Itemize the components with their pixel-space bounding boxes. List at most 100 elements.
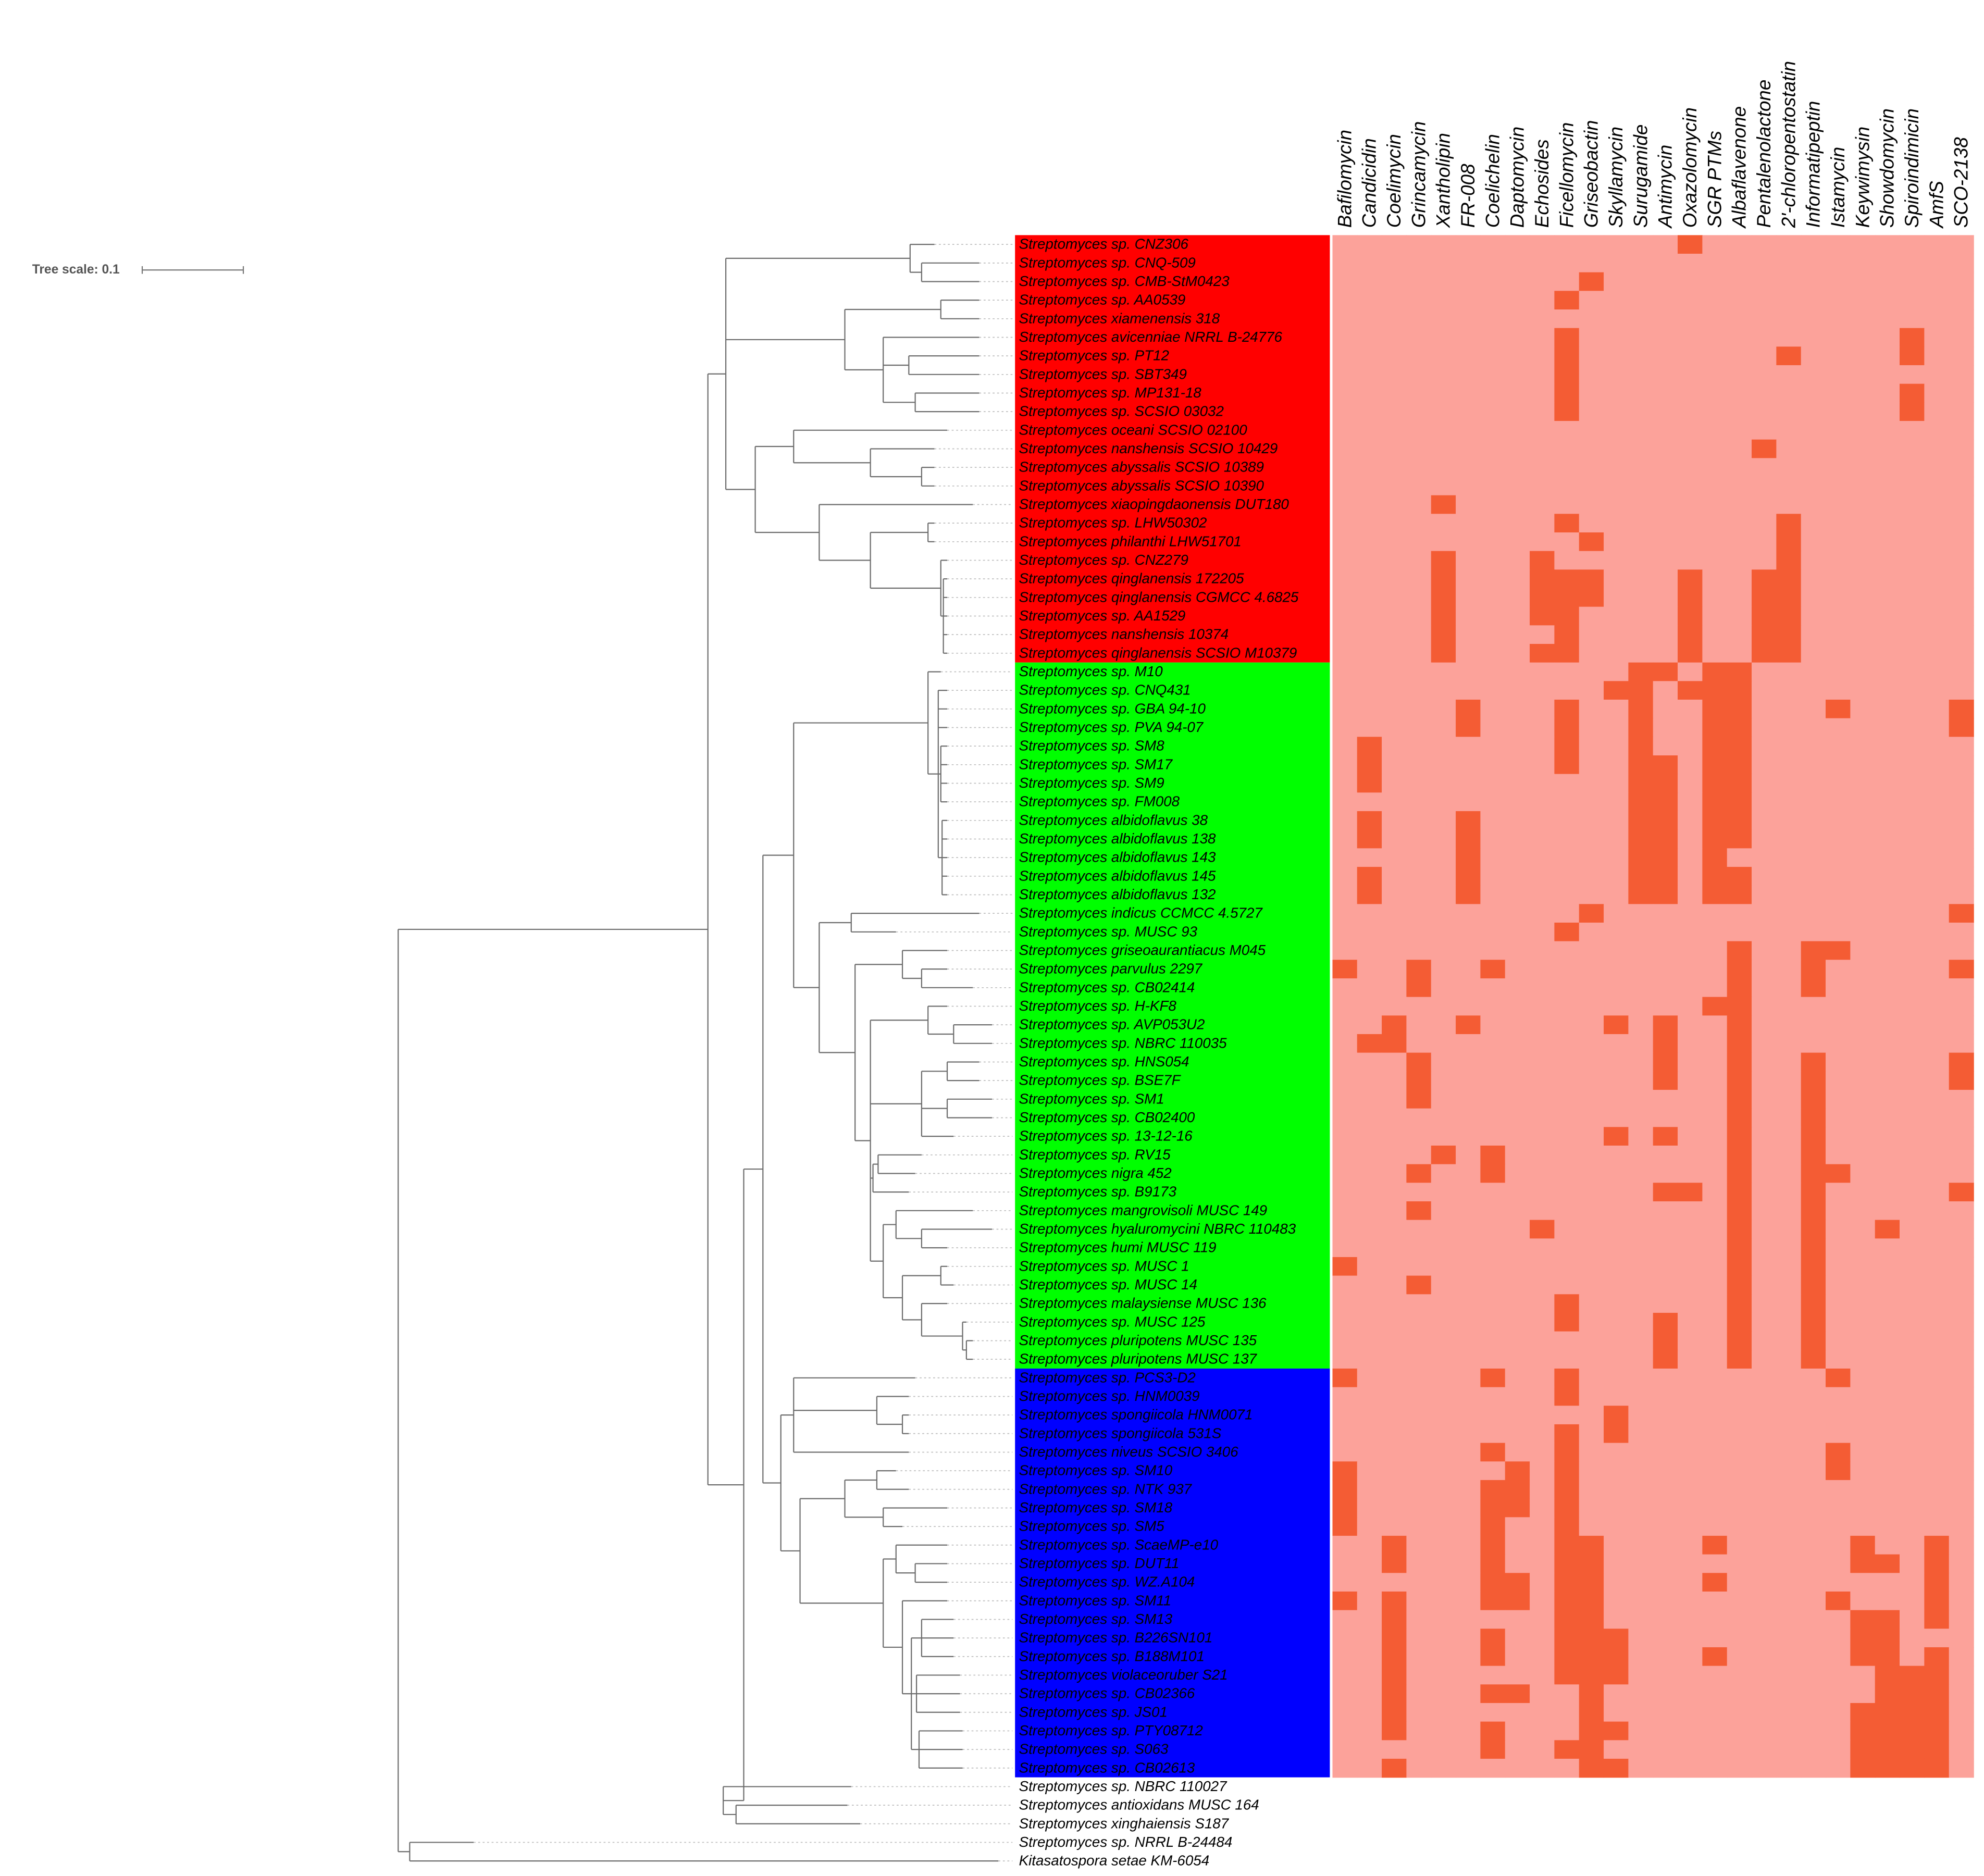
- heat-cell: [1431, 1703, 1456, 1722]
- heat-cell: [1752, 922, 1777, 942]
- heat-cell: [1382, 495, 1407, 515]
- heat-cell: [1801, 420, 1826, 440]
- heat-cell: [1801, 737, 1826, 756]
- heat-cell: [1431, 718, 1456, 738]
- taxon-label: Streptomyces qinglanensis 172205: [1019, 570, 1245, 587]
- taxon-label: Streptomyces hyaluromycini NBRC 110483: [1019, 1221, 1296, 1237]
- heat-cell: [1357, 941, 1382, 961]
- heat-cell: [1406, 1089, 1432, 1109]
- heat-cell: [1900, 1183, 1925, 1202]
- heat-cell: [1604, 1554, 1629, 1574]
- heat-cell: [1949, 1480, 1974, 1499]
- heat-cell: [1949, 699, 1974, 719]
- heat-cell: [1924, 960, 1950, 979]
- heat-cell: [1554, 904, 1580, 923]
- heat-cell: [1579, 792, 1604, 812]
- heat-cell: [1900, 1015, 1925, 1035]
- heat-cell: [1530, 1127, 1555, 1146]
- heat-cell: [1900, 811, 1925, 830]
- heat-cell: [1431, 1517, 1456, 1536]
- heat-cell: [1406, 1238, 1432, 1258]
- heat-cell: [1431, 941, 1456, 961]
- heat-cell: [1604, 1721, 1629, 1741]
- taxon-label: Streptomyces xinghaiensis S187: [1019, 1815, 1230, 1831]
- heat-cell: [1801, 885, 1826, 905]
- heat-cell: [1604, 1201, 1629, 1221]
- heat-cell: [1357, 866, 1382, 886]
- heat-cell: [1653, 922, 1678, 942]
- heat-cell: [1924, 383, 1950, 403]
- heat-cell: [1875, 569, 1900, 589]
- heat-cell: [1431, 1740, 1456, 1759]
- heat-cell: [1727, 1201, 1752, 1221]
- heat-cell: [1579, 532, 1604, 552]
- heat-cell: [1357, 997, 1382, 1016]
- heat-cell: [1554, 1071, 1580, 1090]
- heat-cell: [1604, 941, 1629, 961]
- heat-cell: [1628, 1312, 1654, 1332]
- heat-cell: [1801, 1721, 1826, 1741]
- heat-cell: [1850, 1089, 1876, 1109]
- heat-cell: [1554, 235, 1580, 254]
- heat-cell: [1332, 755, 1358, 775]
- heat-cell: [1850, 514, 1876, 533]
- heat-cell: [1752, 1591, 1777, 1611]
- heat-cell: [1406, 811, 1432, 830]
- heat-cell: [1727, 272, 1752, 292]
- heat-cell: [1826, 1684, 1851, 1704]
- heat-cell: [1505, 1201, 1530, 1221]
- heat-cell: [1776, 1108, 1802, 1128]
- heat-cell: [1752, 1684, 1777, 1704]
- heat-cell: [1752, 755, 1777, 775]
- heat-cell: [1357, 458, 1382, 477]
- heat-cell: [1727, 1684, 1752, 1704]
- heat-cell: [1604, 1573, 1629, 1592]
- heat-cell: [1702, 941, 1728, 961]
- heat-cell: [1406, 1164, 1432, 1184]
- heat-cell: [1480, 1703, 1506, 1722]
- heat-cell: [1357, 1238, 1382, 1258]
- heat-cell: [1727, 1591, 1752, 1611]
- heat-cell: [1752, 848, 1777, 867]
- heat-cell: [1456, 960, 1481, 979]
- heat-cell: [1678, 514, 1703, 533]
- heat-cell: [1357, 904, 1382, 923]
- heat-cell: [1628, 1629, 1654, 1648]
- taxon-label: Streptomyces niveus SCSIO 3406: [1019, 1444, 1239, 1460]
- heat-cell: [1406, 532, 1432, 552]
- column-label: Oxazolomycin: [1679, 107, 1701, 228]
- heat-cell: [1850, 997, 1876, 1016]
- heat-cell: [1875, 1331, 1900, 1351]
- heat-cell: [1332, 1312, 1358, 1332]
- column-label: AmfS: [1926, 181, 1947, 229]
- heat-cell: [1530, 1071, 1555, 1090]
- heat-cell: [1604, 1647, 1629, 1667]
- heat-cell: [1752, 1294, 1777, 1313]
- heat-cell: [1752, 792, 1777, 812]
- heat-cell: [1653, 1034, 1678, 1053]
- heat-cell: [1850, 1368, 1876, 1388]
- taxon-label: Streptomyces sp. CNZ306: [1019, 236, 1189, 252]
- heat-cell: [1752, 420, 1777, 440]
- heat-cell: [1530, 978, 1555, 998]
- heat-cell: [1382, 439, 1407, 459]
- heat-cell: [1678, 737, 1703, 756]
- heat-cell: [1949, 960, 1974, 979]
- heat-cell: [1604, 420, 1629, 440]
- heat-cell: [1480, 606, 1506, 626]
- heat-cell: [1357, 978, 1382, 998]
- heat-cell: [1431, 402, 1456, 421]
- heat-cell: [1850, 1127, 1876, 1146]
- heat-cell: [1826, 551, 1851, 570]
- heat-cell: [1653, 235, 1678, 254]
- heat-cell: [1924, 235, 1950, 254]
- heat-cell: [1727, 1312, 1752, 1332]
- heat-cell: [1332, 309, 1358, 329]
- heat-cell: [1604, 253, 1629, 273]
- taxon-label: Streptomyces avicenniae NRRL B-24776: [1019, 329, 1283, 345]
- heat-cell: [1332, 1666, 1358, 1685]
- heat-cell: [1702, 1294, 1728, 1313]
- heat-cell: [1604, 1052, 1629, 1072]
- heat-cell: [1875, 1089, 1900, 1109]
- heat-cell: [1406, 1591, 1432, 1611]
